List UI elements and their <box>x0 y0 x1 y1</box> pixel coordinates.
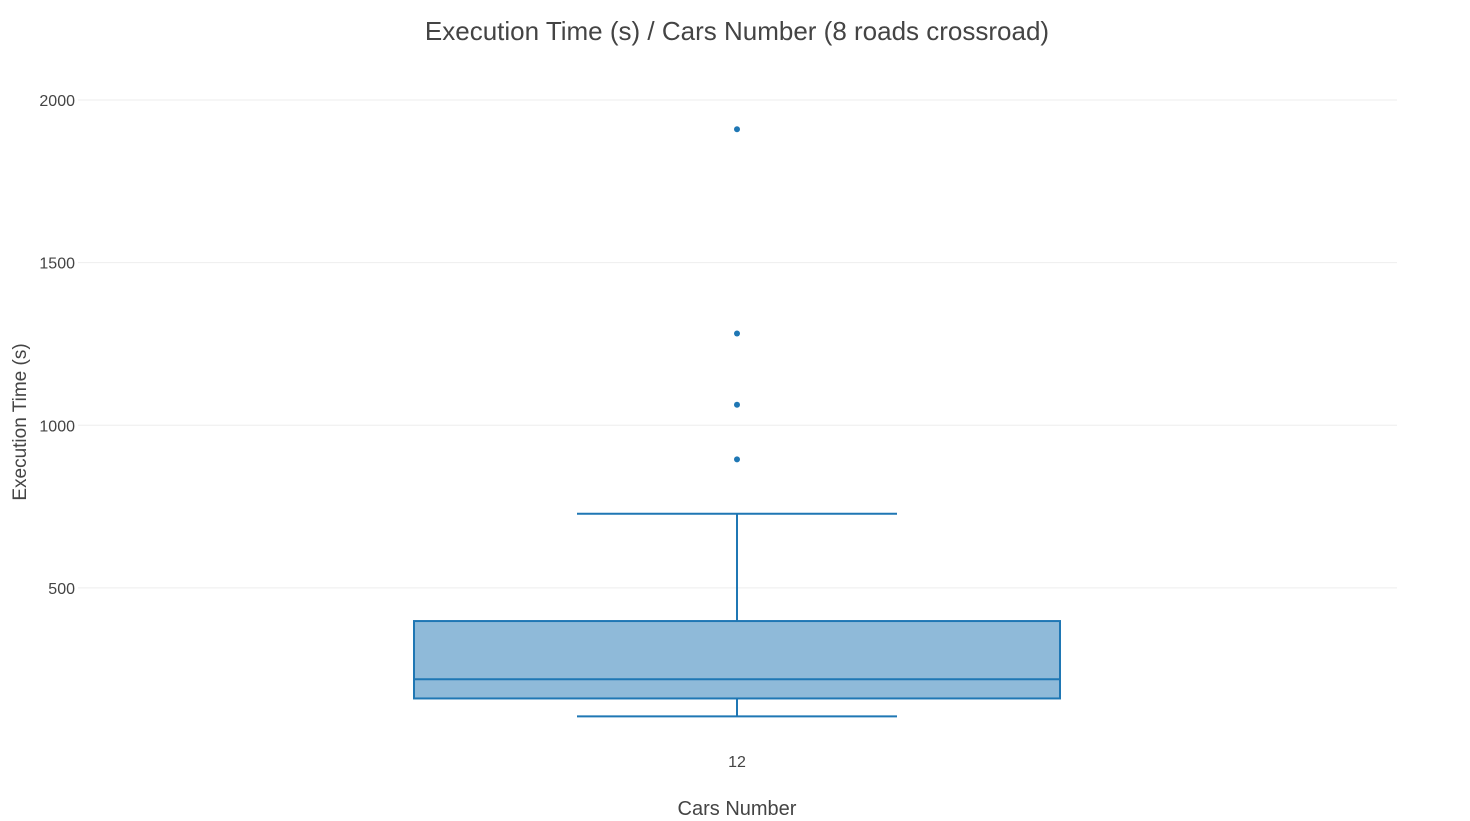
x-tick-label: 12 <box>728 754 746 771</box>
x-tick-labels: 12 <box>728 754 746 771</box>
x-axis-title: Cars Number <box>677 798 797 820</box>
outlier-point <box>734 456 740 463</box>
y-tick-labels: 500 1000 1500 2000 <box>39 93 75 598</box>
box-plot <box>413 126 1061 718</box>
y-tick-label: 1000 <box>39 418 75 435</box>
y-tick-label: 1500 <box>39 256 75 273</box>
outlier-point <box>734 401 740 408</box>
y-tick-label: 2000 <box>39 93 75 110</box>
y-tick-label: 500 <box>48 581 75 598</box>
chart-title: Execution Time (s) / Cars Number (8 road… <box>424 16 1050 46</box>
box-body <box>413 620 1061 700</box>
outlier-point <box>734 126 740 133</box>
outlier-point <box>734 330 740 337</box>
